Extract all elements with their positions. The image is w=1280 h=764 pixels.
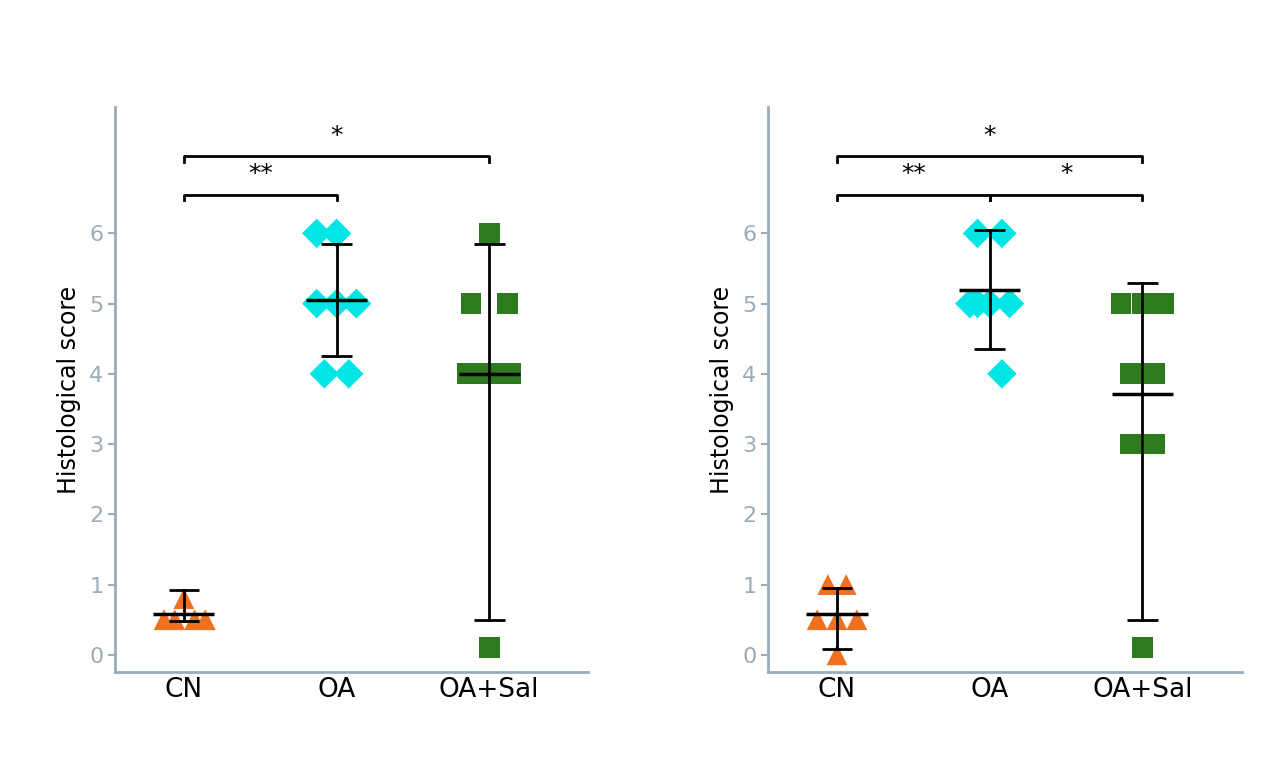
Point <box>1000 297 1020 309</box>
Point <box>498 297 518 309</box>
Point <box>1120 367 1140 380</box>
Point <box>479 642 499 654</box>
Text: *: * <box>330 124 343 147</box>
Point <box>326 227 347 239</box>
Point <box>468 367 489 380</box>
Point <box>461 297 481 309</box>
Point <box>1111 297 1132 309</box>
Text: *: * <box>1060 162 1073 186</box>
Point <box>827 649 847 661</box>
Point <box>479 367 499 380</box>
Point <box>836 578 856 591</box>
Text: **: ** <box>248 162 273 186</box>
Point <box>1144 438 1165 450</box>
Point <box>1132 642 1152 654</box>
Text: **: ** <box>901 162 925 186</box>
Point <box>479 227 499 239</box>
Point <box>306 297 326 309</box>
Text: *: * <box>983 124 996 147</box>
Point <box>338 367 358 380</box>
Point <box>992 227 1012 239</box>
Point <box>1120 438 1140 450</box>
Point <box>1144 367 1165 380</box>
Point <box>314 367 334 380</box>
Point <box>1153 297 1174 309</box>
Point <box>968 297 988 309</box>
Point <box>326 297 347 309</box>
Point <box>806 613 827 626</box>
Point <box>960 297 980 309</box>
Point <box>968 227 988 239</box>
Point <box>154 613 174 626</box>
Point <box>458 367 479 380</box>
Point <box>979 297 1000 309</box>
Point <box>827 613 847 626</box>
Point <box>346 297 366 309</box>
Point <box>490 367 511 380</box>
Point <box>346 297 366 309</box>
Point <box>165 613 186 626</box>
Point <box>306 227 326 239</box>
Y-axis label: Histological score: Histological score <box>710 286 733 494</box>
Point <box>195 613 215 626</box>
Point <box>184 613 205 626</box>
Point <box>992 367 1012 380</box>
Point <box>500 367 521 380</box>
Point <box>174 592 195 604</box>
Point <box>846 613 867 626</box>
Point <box>1132 297 1152 309</box>
Y-axis label: Histological score: Histological score <box>56 286 81 494</box>
Point <box>818 578 838 591</box>
